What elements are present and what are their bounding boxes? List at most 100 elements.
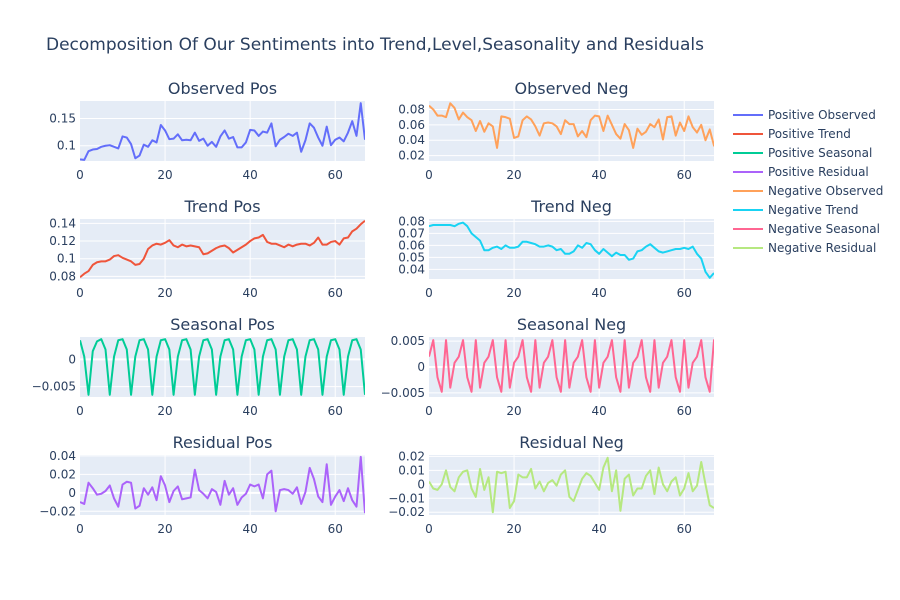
y-tick-label: 0.06 — [398, 118, 425, 132]
y-tick-label: −0.005 — [381, 386, 425, 400]
y-tick-label: 0.05 — [398, 250, 425, 264]
subplot-title: Residual Neg — [519, 433, 624, 452]
x-tick-label: 40 — [592, 522, 607, 536]
x-tick-label: 60 — [677, 522, 692, 536]
subplot-title: Observed Pos — [168, 79, 277, 98]
x-tick-label: 0 — [76, 168, 84, 182]
legend-item-positive-observed[interactable]: Positive Observed — [733, 108, 876, 122]
y-tick-label: −0.01 — [388, 491, 425, 505]
y-tick-label: 0 — [417, 360, 425, 374]
subplot-observed-neg: 0 20 40 60 0.02 0.040.06 0.08 Observed Neg — [398, 79, 723, 182]
x-tick-label: 40 — [243, 404, 258, 418]
y-tick-label: −0.02 — [388, 505, 425, 519]
y-tick-label: 0.14 — [49, 216, 76, 230]
x-tick-label: 60 — [677, 286, 692, 300]
x-tick-label: 40 — [592, 168, 607, 182]
legend-item-positive-residual[interactable]: Positive Residual — [733, 165, 869, 179]
legend[interactable]: Positive Observed Positive Trend Positive … — [733, 108, 883, 255]
x-tick-label: 20 — [506, 404, 521, 418]
x-tick-label: 20 — [157, 522, 172, 536]
y-tick-label: 0.02 — [398, 449, 425, 463]
x-tick-label: 20 — [157, 286, 172, 300]
y-tick-label: 0.06 — [398, 238, 425, 252]
x-tick-label: 40 — [243, 168, 258, 182]
series-line-negative-trend[interactable] — [429, 221, 714, 279]
x-tick-label: 20 — [157, 404, 172, 418]
subplot-trend-neg: 0 20 40 60 0.040.050.060.070.08 Trend Neg — [398, 197, 714, 300]
legend-label: Negative Observed — [768, 184, 883, 198]
x-tick-label: 60 — [328, 404, 343, 418]
x-tick-label: 0 — [76, 522, 84, 536]
subplot-title: Seasonal Pos — [170, 315, 275, 334]
x-tick-label: 60 — [677, 404, 692, 418]
y-tick-label: 0.005 — [391, 334, 425, 348]
series-line-positive-seasonal[interactable] — [80, 338, 365, 396]
y-tick-label: 0.1 — [57, 252, 76, 266]
y-tick-label: 0 — [68, 486, 76, 500]
x-tick-label: 0 — [425, 286, 433, 300]
series-line-positive-residual[interactable] — [80, 455, 365, 514]
y-tick-label: 0 — [417, 477, 425, 491]
subplot-title: Trend Neg — [530, 197, 612, 216]
subplot-observed-pos: 0 20 40 60 0.1 0.15 Observed Pos — [49, 79, 365, 182]
x-tick-label: 60 — [328, 522, 343, 536]
plot-background — [429, 101, 714, 161]
plot-background — [80, 101, 365, 161]
x-tick-label: 0 — [425, 522, 433, 536]
y-tick-label: 0.1 — [57, 139, 76, 153]
subplot-title: Trend Pos — [183, 197, 260, 216]
series-line-positive-trend[interactable] — [80, 219, 365, 279]
subplot-title: Seasonal Neg — [517, 315, 626, 334]
legend-label: Positive Seasonal — [768, 146, 872, 160]
legend-label: Positive Observed — [768, 108, 876, 122]
x-tick-label: 0 — [425, 404, 433, 418]
legend-label: Positive Residual — [768, 165, 869, 179]
y-tick-label: 0.04 — [398, 133, 425, 147]
y-tick-label: 0.02 — [398, 149, 425, 163]
x-tick-label: 20 — [506, 522, 521, 536]
legend-item-negative-observed[interactable]: Negative Observed — [733, 184, 883, 198]
legend-item-positive-trend[interactable]: Positive Trend — [733, 127, 851, 141]
x-tick-label: 20 — [506, 168, 521, 182]
y-tick-label: −0.02 — [39, 504, 76, 518]
plot-background — [429, 219, 714, 279]
x-tick-label: 40 — [592, 404, 607, 418]
y-tick-label: 0 — [68, 352, 76, 366]
x-tick-label: 40 — [592, 286, 607, 300]
subplot-trend-pos: 0 20 40 60 0.08 0.1 0.12 0.14 Trend Pos — [49, 197, 365, 300]
series-line-positive-observed[interactable] — [80, 102, 365, 161]
y-tick-label: 0.08 — [398, 214, 425, 228]
chart-title: Decomposition Of Our Sentiments into Tre… — [46, 35, 704, 55]
y-tick-label: 0.01 — [398, 463, 425, 477]
legend-item-negative-residual[interactable]: Negative Residual — [733, 241, 876, 255]
legend-label: Negative Seasonal — [768, 222, 880, 236]
y-tick-label: 0.04 — [49, 449, 76, 463]
subplot-title: Residual Pos — [173, 433, 273, 452]
legend-label: Negative Residual — [768, 241, 876, 255]
x-tick-label: 20 — [506, 286, 521, 300]
legend-item-positive-seasonal[interactable]: Positive Seasonal — [733, 146, 872, 160]
legend-item-negative-trend[interactable]: Negative Trend — [733, 203, 859, 217]
y-tick-label: 0.04 — [398, 262, 425, 276]
plot-background — [80, 219, 365, 279]
y-tick-label: −0.005 — [32, 380, 76, 394]
y-tick-label: 0.08 — [49, 269, 76, 283]
plot-background — [80, 455, 365, 515]
series-line-negative-observed[interactable] — [429, 102, 723, 157]
y-tick-label: 0.15 — [49, 111, 76, 125]
x-tick-label: 20 — [157, 168, 172, 182]
legend-label: Positive Trend — [768, 127, 851, 141]
series-line-negative-seasonal[interactable] — [429, 339, 718, 393]
x-tick-label: 0 — [76, 286, 84, 300]
y-tick-label: 0.12 — [49, 234, 76, 248]
x-tick-label: 60 — [328, 168, 343, 182]
x-tick-label: 0 — [425, 168, 433, 182]
legend-item-negative-seasonal[interactable]: Negative Seasonal — [733, 222, 880, 236]
y-tick-label: 0.08 — [398, 102, 425, 116]
series-line-negative-residual[interactable] — [429, 456, 714, 514]
